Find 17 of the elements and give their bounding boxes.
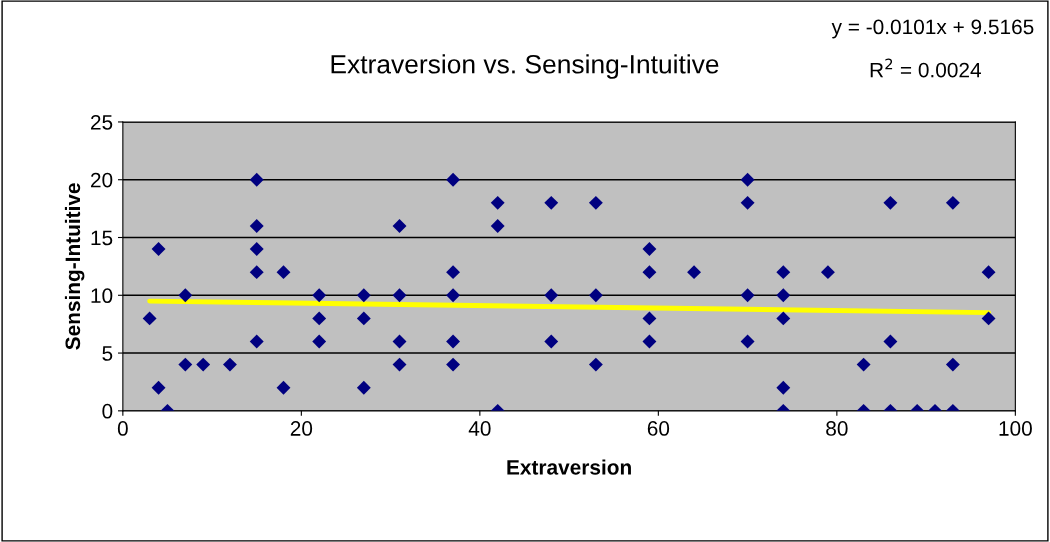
y-tick-label: 15 — [91, 230, 113, 246]
y-axis-title: Sensing-Intuitive — [64, 183, 85, 350]
chart-title: Extraversion vs. Sensing-Intuitive — [331, 54, 719, 79]
y-tick-label: 5 — [102, 346, 113, 361]
x-tick-label: 80 — [826, 421, 848, 436]
text: R$^{2}$ = 0.0024 — [870, 58, 981, 78]
x-tick-label: 0 — [117, 421, 128, 436]
x-tick-label: 100 — [999, 421, 1032, 436]
y-tick-label: 25 — [91, 114, 113, 130]
text: y = -0.0101x + 9.5165 — [831, 19, 1034, 39]
y-tick-label: 0 — [102, 403, 113, 419]
x-tick-label: 40 — [468, 421, 491, 436]
x-axis-title: Extraversion — [507, 459, 631, 475]
y-tick-label: 10 — [91, 288, 113, 304]
y-tick-label: 20 — [91, 172, 113, 188]
x-tick-label: 60 — [647, 421, 670, 436]
x-tick-label: 20 — [290, 421, 313, 436]
